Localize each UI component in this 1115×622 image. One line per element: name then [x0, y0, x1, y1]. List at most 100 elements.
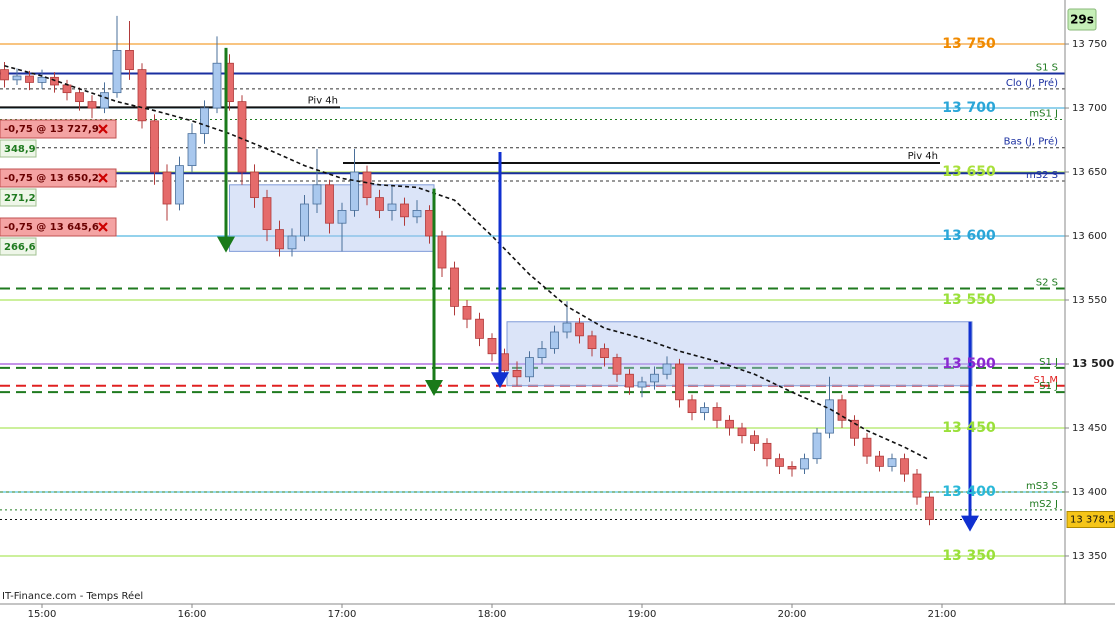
order-box: [0, 217, 117, 237]
reference-label: mS1 J: [1029, 109, 1058, 120]
pivot-label: Piv 4h: [908, 151, 938, 162]
candle-body: [425, 210, 434, 237]
candle-body: [50, 76, 59, 86]
candle-body: [112, 50, 122, 94]
reference-label: S1 S: [1036, 62, 1058, 73]
moving-average: [4, 65, 930, 461]
reference-label: Bas (J, Pré): [1004, 136, 1058, 148]
candle-body: [775, 458, 784, 467]
candle-body: [337, 210, 347, 224]
y-tick-label: 13 550: [1072, 295, 1107, 306]
y-tick-label: 13 400: [1072, 487, 1107, 498]
price-level-label: 13 350: [942, 548, 996, 564]
candle-body: [850, 419, 859, 439]
order-close-icon[interactable]: [98, 222, 108, 232]
candle-body: [750, 435, 759, 444]
reference-label: Clo (J, Pré): [1006, 77, 1058, 89]
x-tick-label: 17:00: [328, 609, 357, 620]
source: IT-Finance.com - Temps Réel: [2, 590, 143, 602]
candle-body: [625, 373, 634, 388]
candle-body: [700, 407, 709, 414]
candle-body: [200, 107, 209, 135]
order-box: [0, 168, 117, 188]
candle-body: [137, 69, 147, 122]
reference-label: S1 M: [1033, 375, 1058, 386]
pnl-label: 271,2: [4, 193, 36, 204]
candle-body: [437, 235, 447, 269]
y-tick-label: 13 650: [1072, 167, 1107, 178]
candle-body: [800, 458, 809, 470]
candle-body: [0, 69, 9, 81]
candle-body: [387, 203, 397, 211]
order-label: -0,75 @ 13 650,2: [4, 173, 99, 184]
candle-body: [887, 458, 897, 467]
candle-body: [737, 427, 747, 437]
candle-body: [212, 62, 222, 109]
candle-body: [475, 318, 484, 339]
last-price-label: 13 378,5: [1070, 514, 1115, 525]
x-tick-label: 15:00: [28, 609, 57, 620]
last-price-box: [1066, 510, 1115, 528]
candle-body: [875, 455, 884, 467]
candle-body: [25, 75, 34, 83]
candle-body: [812, 432, 822, 460]
y-tick-label: 13 500: [1072, 357, 1114, 370]
badge-box: [1067, 8, 1097, 31]
price-level-label: 13 550: [942, 292, 996, 308]
order-close-icon[interactable]: [98, 173, 108, 183]
candle-body: [150, 120, 159, 173]
candle-body: [612, 357, 622, 375]
candle-body: [312, 184, 322, 205]
candle-body: [87, 101, 97, 109]
pnl-box: [0, 237, 37, 256]
reference-label: mS3 S: [1026, 481, 1058, 492]
candle-body: [75, 92, 84, 103]
candle-body: [537, 348, 547, 358]
order-label: -0,75 @ 13 727,9: [4, 124, 99, 135]
candle-body: [500, 353, 509, 371]
candle-body: [12, 75, 22, 81]
price-level-label: 13 600: [942, 228, 996, 244]
candle-body: [925, 496, 934, 520]
y-tick-label: 13 350: [1072, 551, 1107, 562]
candle-body: [162, 171, 172, 205]
x-tick-label: 19:00: [628, 609, 657, 620]
candle-body: [275, 229, 284, 250]
pivot-label: Piv 4h: [308, 95, 338, 106]
price-level-label: 13 650: [942, 164, 996, 180]
candle-body: [550, 331, 559, 350]
reference-label: S1 J: [1039, 381, 1058, 392]
x-tick-label: 21:00: [928, 609, 957, 620]
candle-body: [675, 363, 684, 401]
order-box: [0, 119, 117, 139]
candle-body: [375, 197, 384, 211]
candle-body: [762, 442, 772, 460]
candle-body: [512, 369, 522, 378]
reference-label: mS2 J: [1029, 499, 1058, 510]
candle-body: [650, 373, 659, 383]
y-tick-label: 13 700: [1072, 103, 1107, 114]
candle-body: [400, 203, 409, 218]
y-tick-label: 13 750: [1072, 39, 1107, 50]
candle-body: [575, 322, 584, 337]
x-tick-label: 20:00: [778, 609, 807, 620]
order-close-icon[interactable]: [98, 124, 108, 134]
candle-body: [837, 399, 847, 421]
candle-body: [350, 171, 359, 211]
zone: [506, 321, 973, 387]
candle-body: [250, 171, 259, 199]
candle-body: [262, 197, 272, 231]
price-level-label: 13 700: [942, 100, 996, 116]
candle-body: [462, 305, 472, 320]
plot: Piv 4h Piv 4h 13 750 13 700 13 650 13 600 13 5…: [0, 15, 1065, 564]
pnl-box: [0, 139, 37, 158]
pnl-box: [0, 188, 37, 207]
candle-body: [325, 184, 334, 224]
candle-body: [662, 363, 672, 375]
reference-label: S1 J: [1039, 357, 1058, 368]
arrow-head: [217, 236, 235, 253]
candle-body: [725, 419, 734, 429]
candle-body: [37, 76, 47, 83]
x-tick-label: 16:00: [178, 609, 207, 620]
